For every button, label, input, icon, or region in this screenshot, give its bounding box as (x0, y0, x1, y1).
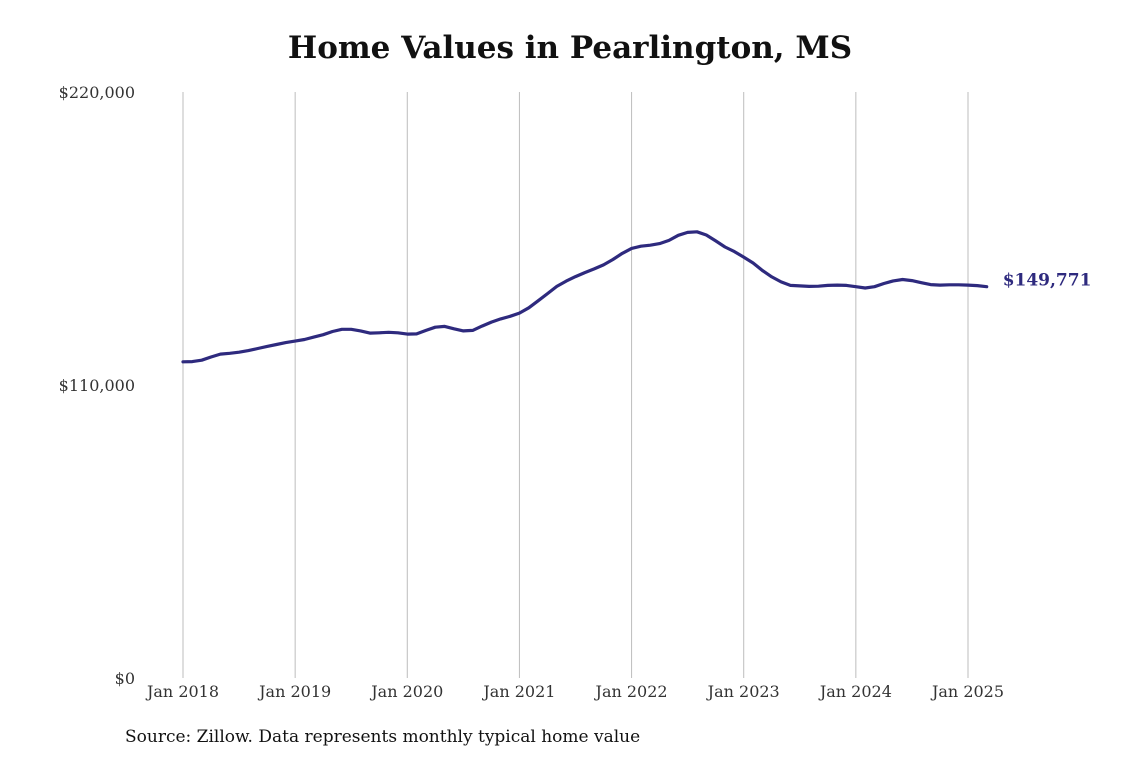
x-tick-label: Jan 2025 (930, 682, 1004, 701)
x-tick-label: Jan 2018 (145, 682, 219, 701)
x-tick-label: Jan 2024 (818, 682, 892, 701)
y-axis-tick-labels: $0 $110,000 $220,000 (59, 83, 135, 688)
y-tick-label: $110,000 (59, 376, 135, 395)
y-tick-label: $0 (115, 669, 135, 688)
x-tick-label: Jan 2021 (481, 682, 555, 701)
x-axis-tick-labels: Jan 2018 Jan 2019 Jan 2020 Jan 2021 Jan 2022… (145, 682, 1004, 701)
end-label-layer: $149,771 (1003, 271, 1092, 291)
series-line (181, 230, 989, 364)
series-layer (181, 230, 989, 364)
x-tick-label: Jan 2020 (369, 682, 443, 701)
gridlines (182, 92, 969, 678)
end-value-label: $149,771 (1003, 271, 1092, 291)
x-tick-label: Jan 2019 (257, 682, 331, 701)
x-tick-label: Jan 2022 (594, 682, 668, 701)
y-tick-label: $220,000 (59, 83, 135, 102)
x-tick-label: Jan 2023 (706, 682, 780, 701)
chart-title: Home Values in Pearlington, MS (287, 30, 853, 66)
source-note: Source: Zillow. Data represents monthly … (125, 727, 641, 747)
